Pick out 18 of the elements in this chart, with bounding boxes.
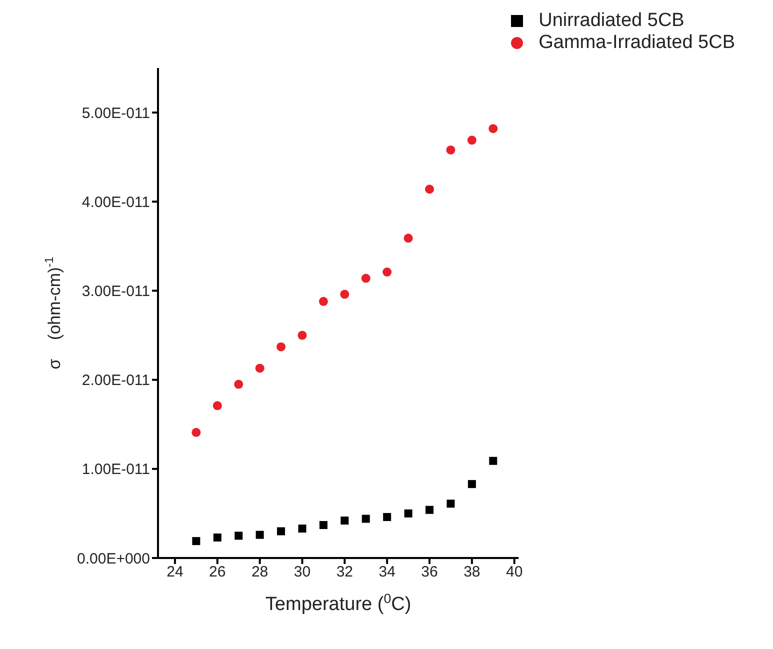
y-tick-label: 4.00E-011	[82, 194, 150, 211]
y-tick-label: 1.00E-011	[82, 461, 150, 478]
legend-label: Unirradiated 5CB	[538, 10, 684, 31]
x-tick-label: 34	[378, 564, 396, 581]
legend-label: Gamma-Irradiated 5CB	[538, 32, 735, 53]
x-tick-label: 40	[506, 564, 523, 581]
y-tick-label: 5.00E-011	[82, 104, 150, 122]
y-tick-label: 3.00E-011	[82, 283, 150, 300]
x-axis-title: Temperature ($^{0}$C)	[265, 590, 412, 615]
x-tick-label: 32	[336, 564, 354, 581]
x-tick-label: 24	[166, 564, 184, 581]
x-tick-label: 30	[294, 564, 311, 581]
x-tick-label: 38	[464, 564, 480, 581]
x-tick-label: 26	[209, 564, 226, 581]
x-tick-label: 28	[251, 564, 268, 581]
x-tick-label: 36	[421, 564, 438, 581]
y-tick-label: 0.00E+000	[77, 550, 150, 568]
y-tick-label: 2.00E-011	[82, 372, 150, 390]
